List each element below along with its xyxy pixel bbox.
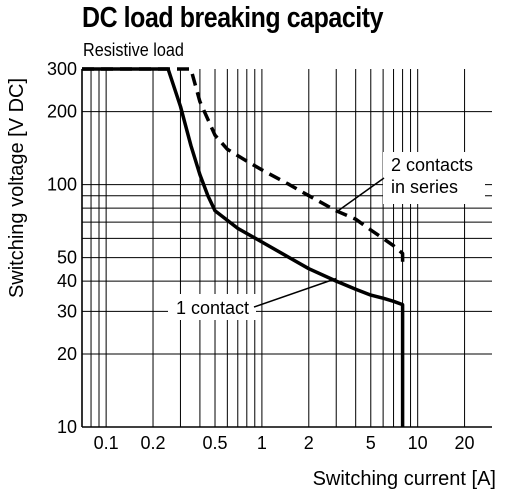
x-tick-label: 5 (366, 433, 376, 453)
annotation-label: 1 contact (176, 298, 249, 318)
y-tick-label: 30 (57, 301, 77, 321)
y-tick-label: 200 (47, 102, 77, 122)
series-line-2-contacts (82, 67, 405, 269)
x-tick-label: 1 (257, 433, 267, 453)
series-line-1-contact (82, 67, 405, 427)
y-axis-label: Switching voltage [V DC] (6, 78, 28, 298)
y-tick-label: 100 (47, 175, 77, 195)
y-tick-label: 50 (57, 248, 77, 268)
y-tick-label: 10 (57, 417, 77, 437)
x-tick-label: 10 (408, 433, 428, 453)
x-axis-label: Switching current [A] (313, 468, 496, 490)
x-tick-label: 0.5 (202, 433, 227, 453)
y-tick-label: 20 (57, 344, 77, 364)
annotation-label: 2 contacts (391, 155, 473, 175)
chart-title: DC load breaking capacity (82, 2, 384, 34)
annotation-background (168, 294, 256, 320)
x-tick-label: 0.2 (141, 433, 166, 453)
y-tick-label: 40 (57, 271, 77, 291)
x-tick-label: 0.1 (94, 433, 119, 453)
chart-subtitle: Resistive load (83, 40, 184, 60)
x-tick-label: 20 (455, 433, 475, 453)
annotation-background (383, 152, 485, 204)
annotation-leader-line (335, 177, 385, 213)
y-tick-label: 300 (47, 59, 77, 79)
annotation-label: in series (391, 177, 458, 197)
x-tick-label: 2 (304, 433, 314, 453)
annotation-leader-line (253, 277, 337, 308)
